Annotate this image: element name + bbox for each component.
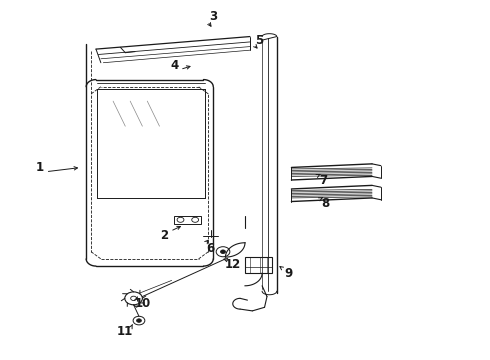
Circle shape: [220, 250, 225, 253]
Text: 7: 7: [319, 174, 327, 186]
Text: 11: 11: [117, 325, 133, 338]
Text: 4: 4: [170, 59, 178, 72]
Text: 2: 2: [160, 229, 169, 242]
Text: 8: 8: [321, 197, 330, 210]
Text: 3: 3: [209, 10, 217, 23]
Bar: [174, 216, 201, 224]
Text: 6: 6: [207, 242, 215, 255]
Text: 9: 9: [285, 267, 293, 280]
Text: 5: 5: [255, 33, 264, 47]
Circle shape: [137, 319, 142, 322]
Bar: [245, 257, 272, 273]
Text: 1: 1: [36, 161, 44, 174]
Text: 10: 10: [134, 297, 150, 310]
Text: 12: 12: [224, 258, 241, 271]
